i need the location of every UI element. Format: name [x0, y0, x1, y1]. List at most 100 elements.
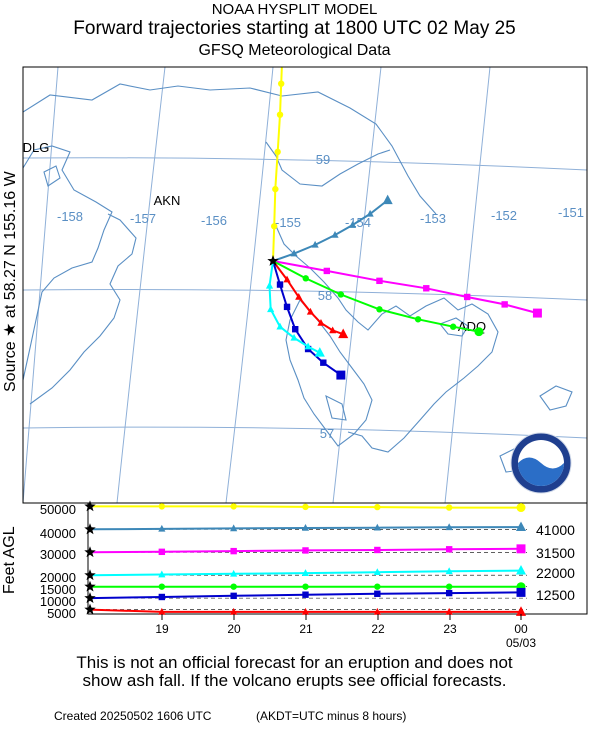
height-source-star	[84, 569, 96, 581]
trajectory-marker	[290, 249, 298, 257]
trajectory-marker	[501, 301, 508, 308]
height-source-star	[84, 580, 96, 592]
trajectory-marker	[423, 285, 430, 292]
height-series-marker	[515, 606, 527, 616]
height-tick-label: 5000	[47, 606, 76, 621]
coastlines	[23, 83, 573, 473]
height-source-star	[84, 500, 96, 512]
trajectory-marker	[302, 275, 309, 282]
height-tick-label: 30000	[40, 547, 76, 562]
longitude-label: -153	[420, 211, 446, 226]
height-series-marker	[230, 592, 237, 600]
trajectories	[265, 48, 542, 380]
height-series-marker	[158, 583, 166, 590]
height-series-marker	[301, 523, 310, 531]
trajectory-marker	[376, 306, 383, 313]
longitude-labels: -158 -157 -156 -155 -154 -153 -152 -151	[57, 205, 584, 230]
height-right-labels: 41000 31500 22000 12500	[536, 522, 575, 603]
height-series-marker	[301, 569, 310, 576]
trajectory-marker	[270, 223, 278, 230]
trajectory-marker	[366, 209, 374, 217]
created-timestamp: Created 20250502 1606 UTC	[54, 709, 212, 723]
height-series-marker	[373, 568, 381, 576]
time-tick-label: 00	[514, 622, 528, 636]
height-series-marker	[515, 521, 527, 531]
height-series-marker	[373, 523, 381, 531]
trajectory-marker	[304, 342, 312, 350]
height-series-marker	[515, 565, 527, 575]
time-tick-label: 23	[443, 622, 457, 636]
height-tick-label: 10000	[40, 594, 76, 609]
trajectory-end-marker	[338, 328, 349, 339]
trajectory-end-marker	[382, 194, 393, 205]
height-series-marker	[230, 524, 238, 532]
trajectory-line	[272, 199, 389, 262]
height-series-marker	[230, 503, 237, 510]
height-series-marker	[302, 547, 309, 554]
longitude-label: -157	[130, 211, 156, 226]
longitude-label: -152	[491, 208, 517, 223]
trajectory-marker	[323, 267, 331, 275]
trajectory-marker	[283, 275, 291, 283]
height-tick-label: 50000	[40, 502, 76, 517]
height-series-marker	[230, 583, 237, 590]
trajectory-marker	[337, 291, 345, 298]
run-title: Forward trajectories starting at 1800 UT…	[73, 18, 516, 39]
place-label: AKN	[154, 193, 181, 208]
height-series-marker	[373, 607, 381, 615]
height-right-label: 22000	[536, 565, 575, 581]
latitude-label: 59	[316, 152, 330, 167]
trajectory-marker	[376, 277, 383, 285]
trajectory-marker	[279, 49, 285, 55]
height-series	[84, 500, 527, 616]
height-series-marker	[158, 593, 166, 601]
height-series-marker	[516, 503, 526, 513]
height-tick-label: 15000	[40, 582, 76, 597]
time-tick-label: 19	[155, 622, 169, 636]
height-series-marker	[301, 607, 310, 615]
noaa-logo: noaa	[510, 432, 572, 494]
height-right-label: 31500	[536, 545, 575, 561]
map-frame	[22, 66, 588, 504]
height-tick-label: 40000	[40, 526, 76, 541]
height-series-marker	[516, 587, 526, 597]
trajectory-marker	[331, 230, 339, 238]
trajectory-end-marker	[532, 308, 542, 318]
height-series-marker	[445, 567, 453, 575]
height-series-marker	[230, 607, 238, 615]
trajectory-marker	[292, 326, 299, 333]
disclaimer-line-1: This is not an official forecast for an …	[76, 653, 513, 672]
trajectory-marker	[272, 185, 279, 193]
trajectory-marker	[276, 281, 284, 288]
trajectory-marker	[449, 323, 457, 330]
trajectory-marker	[329, 326, 337, 334]
longitude-label: -155	[275, 215, 301, 230]
trajectory-marker	[348, 221, 357, 228]
latitude-labels: 59 58 57	[316, 152, 334, 441]
trajectory-marker	[311, 240, 319, 248]
trajectory-end-marker	[278, 48, 287, 57]
height-series-marker	[445, 607, 453, 615]
height-series-marker	[516, 544, 526, 554]
longitude-label: -158	[57, 209, 83, 224]
height-source-star	[84, 546, 96, 558]
height-series-marker	[158, 503, 166, 510]
height-series-marker	[302, 503, 309, 511]
longitude-label: -151	[558, 205, 584, 220]
trajectory-marker	[320, 359, 327, 366]
time-tick-label: 22	[371, 622, 385, 636]
height-series-marker	[374, 590, 381, 597]
trajectory-marker	[265, 281, 274, 289]
height-series-marker	[374, 583, 381, 590]
height-right-label: 12500	[536, 587, 575, 603]
height-series-marker	[445, 546, 453, 553]
trajectory-marker	[276, 322, 284, 330]
height-series-marker	[445, 589, 453, 597]
height-series-marker	[374, 546, 381, 554]
height-source-star	[84, 603, 96, 615]
height-series-marker	[158, 570, 166, 578]
longitude-label: -156	[201, 213, 227, 228]
